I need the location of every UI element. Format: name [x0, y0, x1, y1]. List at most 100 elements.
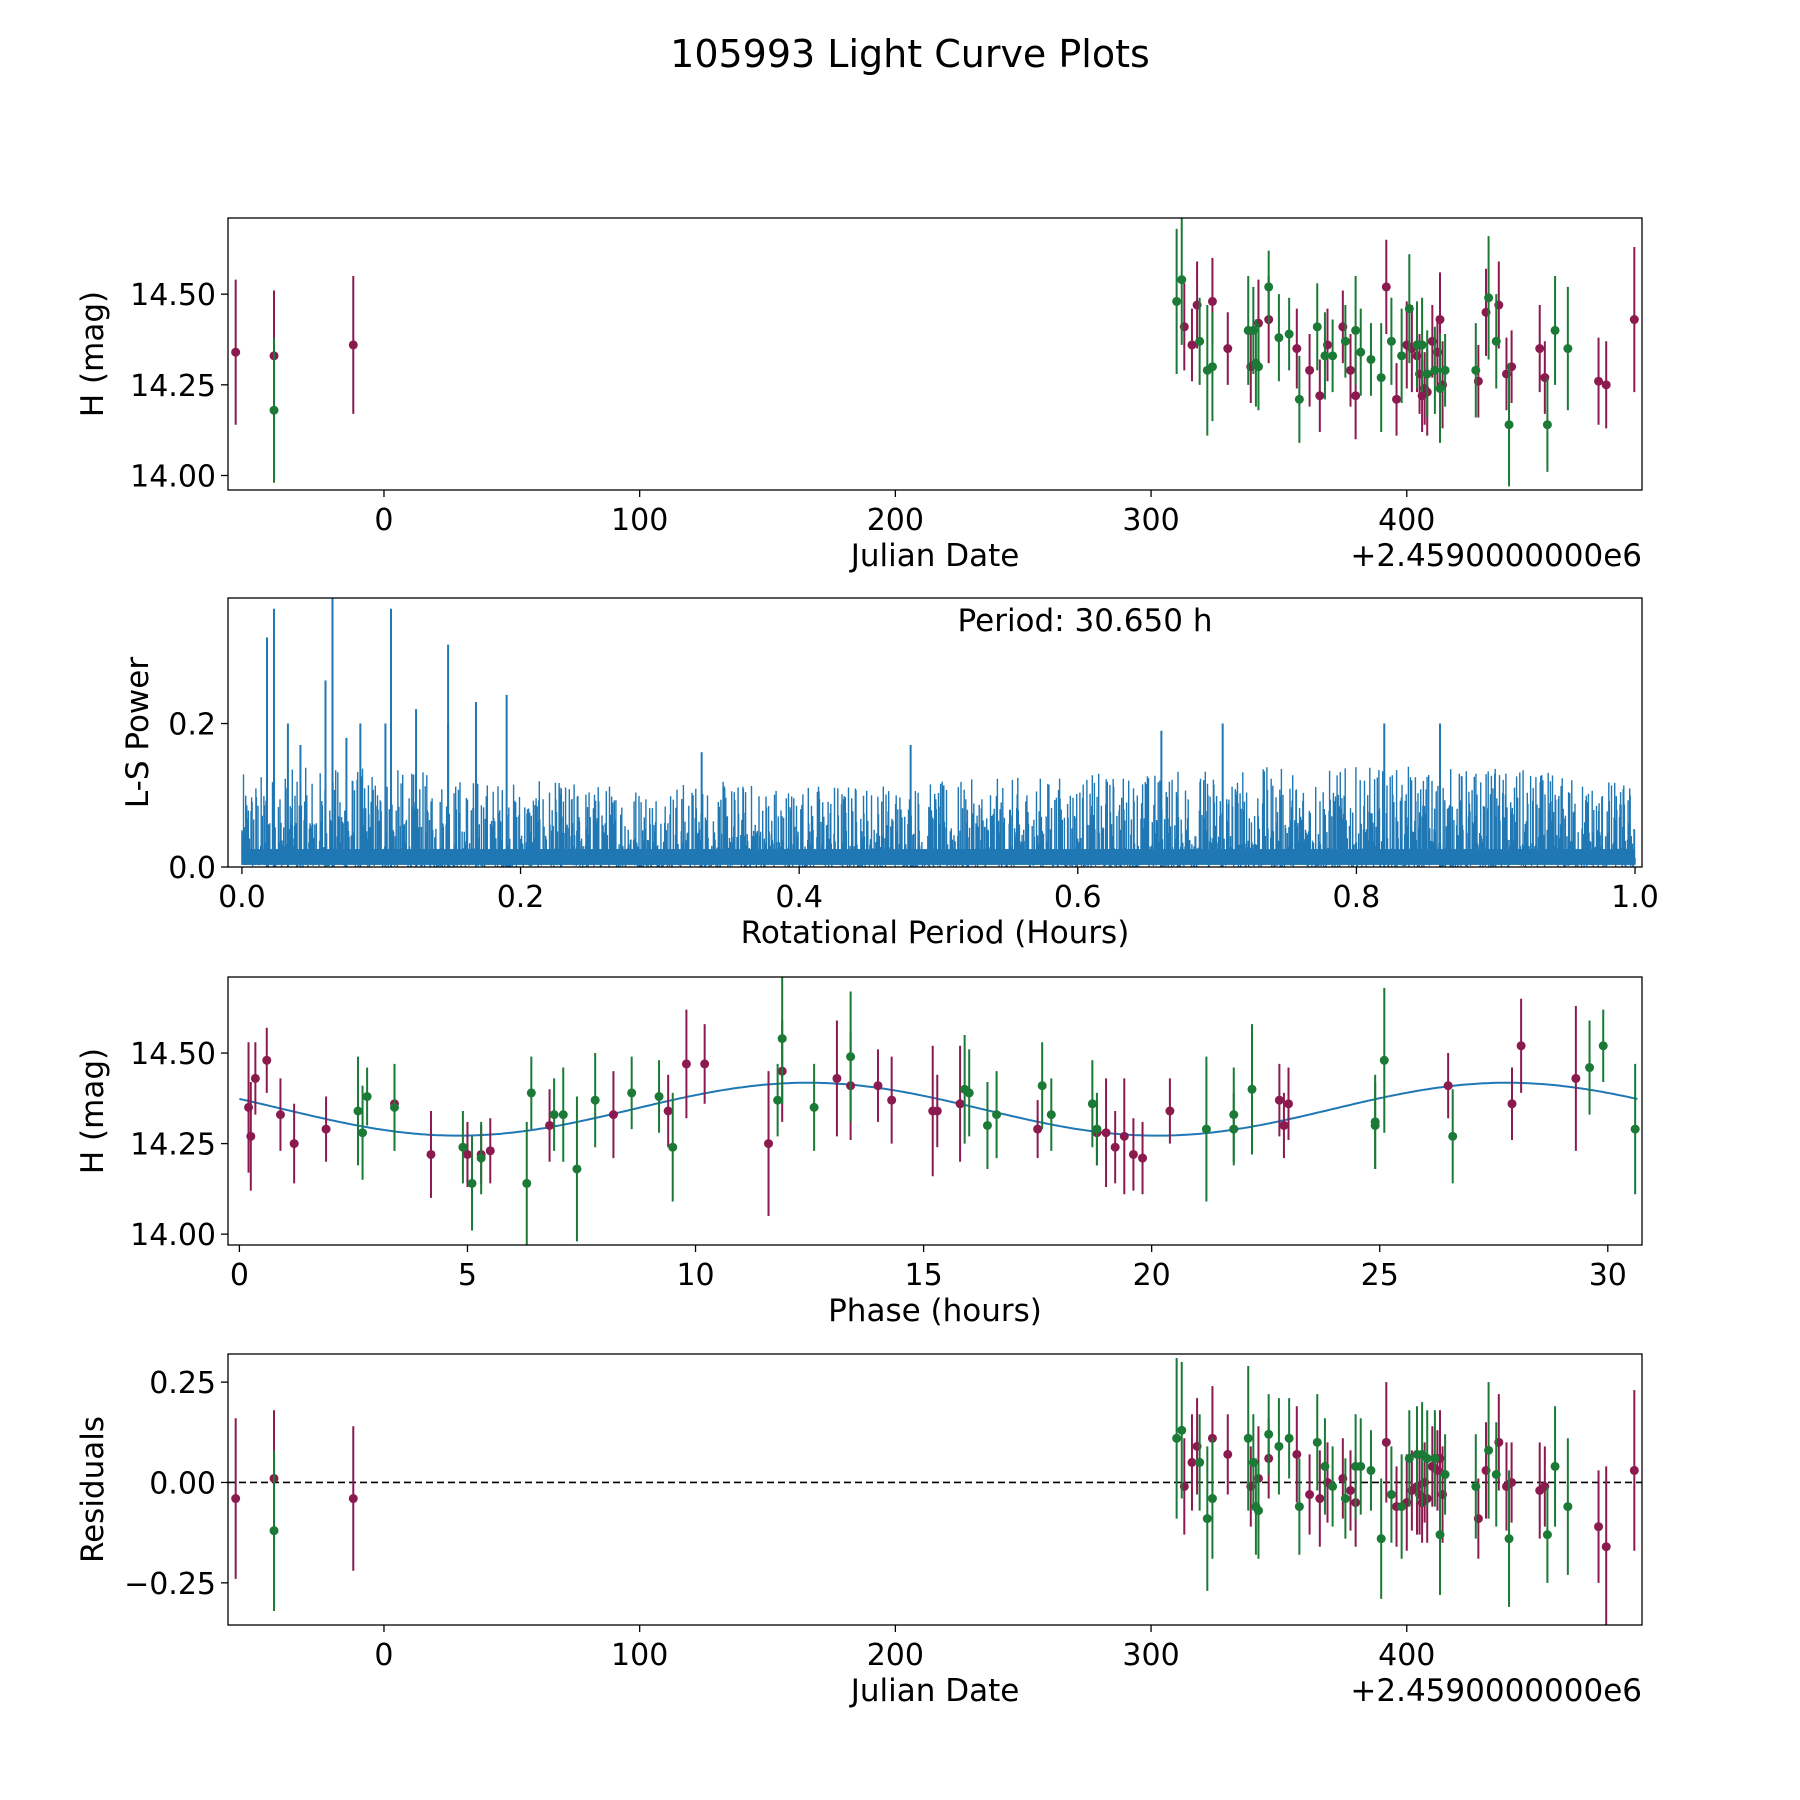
- data-point-g: [1484, 293, 1494, 303]
- data-point-r: [955, 1099, 965, 1109]
- plot-frame: [227, 976, 1643, 1246]
- x-tick-label: 30: [1589, 1258, 1627, 1293]
- data-point-r: [1279, 1120, 1289, 1130]
- data-point-g: [1430, 365, 1440, 375]
- y-tick-label: 14.50: [130, 278, 216, 313]
- data-point-r: [275, 1110, 285, 1120]
- data-point-r: [608, 1110, 618, 1120]
- y-tick-label: 0.00: [149, 1466, 216, 1501]
- x-tick-label: 0.8: [1333, 880, 1381, 915]
- data-point-r: [1601, 380, 1611, 390]
- x-tick-label: 100: [611, 503, 668, 538]
- data-point-r: [1207, 296, 1217, 306]
- data-point-g: [1328, 351, 1338, 361]
- data-point-r: [1284, 1099, 1293, 1109]
- y-axis-label: L-S Power: [120, 657, 156, 808]
- data-point-g: [353, 1106, 363, 1116]
- data-point-g: [1351, 325, 1361, 335]
- x-tick-label: 25: [1361, 1258, 1399, 1293]
- plot-area: [241, 598, 1636, 867]
- data-point-g: [362, 1092, 372, 1102]
- data-point-g: [1247, 1084, 1257, 1094]
- data-point-g: [1563, 344, 1573, 354]
- x-tick-label: 100: [611, 1638, 668, 1673]
- data-point-r: [1381, 282, 1391, 292]
- data-point-r: [262, 1055, 272, 1065]
- data-point-r: [1138, 1153, 1148, 1163]
- data-point-g: [1201, 1124, 1211, 1134]
- data-point-r: [485, 1146, 495, 1156]
- data-point-g: [1366, 354, 1376, 364]
- data-point-r: [1601, 1542, 1611, 1552]
- data-point-g: [1435, 1530, 1445, 1540]
- data-point-r: [1292, 1449, 1302, 1459]
- data-point-g: [590, 1095, 600, 1105]
- data-point-g: [654, 1092, 664, 1102]
- data-point-g: [389, 1102, 399, 1112]
- data-point-g: [1422, 369, 1432, 379]
- data-point-g: [1356, 1461, 1366, 1471]
- data-point-g: [1243, 1433, 1253, 1443]
- data-point-g: [773, 1095, 783, 1105]
- y-tick-label: 14.00: [130, 1218, 216, 1253]
- data-point-g: [1229, 1124, 1239, 1134]
- data-point-g: [1284, 1433, 1294, 1443]
- plot-area: [239, 977, 1640, 1245]
- data-point-g: [1404, 304, 1414, 314]
- data-point-r: [1315, 391, 1325, 401]
- data-point-g: [549, 1110, 559, 1120]
- y-axis-label: H (mag): [75, 1048, 111, 1174]
- data-point-r: [1346, 365, 1356, 375]
- data-point-g: [992, 1110, 1002, 1120]
- data-point-r: [348, 340, 358, 350]
- data-point-r: [1110, 1142, 1120, 1152]
- data-point-g: [476, 1153, 486, 1163]
- data-point-g: [964, 1088, 974, 1098]
- data-point-r: [1392, 394, 1402, 404]
- y-tick-label: 0.0: [168, 851, 216, 886]
- data-point-g: [1550, 1461, 1560, 1471]
- data-point-g: [1207, 362, 1217, 372]
- data-point-r: [1507, 1099, 1517, 1109]
- data-point-g: [1440, 1469, 1450, 1479]
- data-point-g: [1430, 1453, 1440, 1463]
- data-point-g: [1448, 1131, 1458, 1141]
- data-point-g: [1435, 383, 1445, 393]
- data-point-g: [1366, 1465, 1376, 1475]
- data-point-g: [1253, 362, 1263, 372]
- data-point-g: [1320, 1461, 1330, 1471]
- data-point-g: [1417, 340, 1427, 350]
- data-point-r: [1292, 344, 1302, 354]
- data-point-g: [467, 1178, 477, 1188]
- data-point-r: [1187, 340, 1197, 350]
- data-point-g: [1087, 1099, 1097, 1109]
- plot-frame: [227, 597, 1643, 868]
- plot-frame: [227, 217, 1643, 491]
- data-point-r: [764, 1139, 774, 1149]
- x-tick-label: 400: [1378, 1638, 1435, 1673]
- data-point-r: [1274, 1095, 1284, 1105]
- y-tick-label: 14.25: [130, 369, 216, 404]
- data-point-g: [458, 1142, 468, 1152]
- data-point-g: [1320, 351, 1330, 361]
- data-point-g: [1264, 282, 1274, 292]
- data-point-g: [1542, 420, 1552, 430]
- data-point-g: [1471, 365, 1481, 375]
- data-point-r: [1101, 1128, 1111, 1138]
- data-point-r: [1535, 344, 1545, 354]
- data-point-g: [1312, 322, 1322, 332]
- data-point-g: [1550, 325, 1560, 335]
- data-point-g: [572, 1164, 582, 1174]
- x-tick-label: 0: [374, 1638, 393, 1673]
- data-point-g: [269, 1526, 279, 1536]
- data-point-r: [887, 1095, 897, 1105]
- x-tick-label: 0: [230, 1258, 249, 1293]
- data-point-g: [1404, 1453, 1414, 1463]
- data-point-g: [526, 1088, 536, 1098]
- data-point-r: [1223, 344, 1233, 354]
- data-point-r: [321, 1124, 331, 1134]
- data-point-g: [627, 1088, 637, 1098]
- x-tick-label: 300: [1122, 503, 1179, 538]
- data-point-g: [1177, 1425, 1187, 1435]
- x-tick-label: 0: [374, 503, 393, 538]
